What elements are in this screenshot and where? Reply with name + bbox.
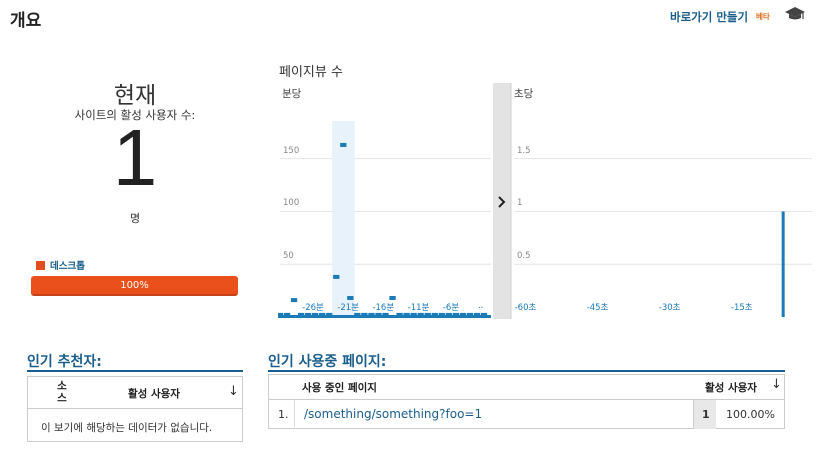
current-label: 현재 <box>113 83 157 109</box>
x-tick-label: -21분 <box>337 303 360 313</box>
x-tick-label: .. <box>477 301 484 311</box>
active-users-count: 1 <box>112 113 158 202</box>
chevron-right-icon[interactable] <box>497 193 507 208</box>
bar-marker[interactable] <box>326 312 333 317</box>
bar-marker[interactable] <box>354 312 361 317</box>
bar-marker[interactable] <box>304 312 312 317</box>
bar-marker[interactable] <box>403 312 410 317</box>
bar-marker[interactable] <box>361 312 368 317</box>
col-source[interactable]: 소스 <box>57 380 67 404</box>
referrers-table: 소스 활성 사용자 ↓ 이 보기에 해당하는 데이터가 없습니다. <box>27 376 243 442</box>
x-tick-label: -30초 <box>658 303 681 313</box>
page-link[interactable]: /something/something?foo=1 <box>304 407 483 421</box>
y-tick-label: 1 <box>517 198 523 209</box>
x-tick-label: -45초 <box>586 303 609 313</box>
device-legend[interactable]: 데스크톱 <box>36 258 85 272</box>
y-tick-label: 100 <box>283 198 300 209</box>
pages-rule <box>268 370 785 372</box>
per-minute-label: 분당 <box>282 88 302 100</box>
device-share-bar: 100% <box>31 276 238 296</box>
hover-highlight <box>332 121 355 317</box>
bar-marker[interactable] <box>389 296 396 300</box>
y-tick-label: 50 <box>283 251 294 262</box>
y-tick-label: 0.5 <box>517 251 531 262</box>
x-tick-label: -16분 <box>372 303 395 313</box>
bar-marker[interactable] <box>445 312 452 317</box>
x-tick-label: -6분 <box>442 303 460 313</box>
page-title: 개요 <box>10 11 42 31</box>
bar-marker[interactable] <box>340 142 347 147</box>
bar-marker[interactable] <box>431 312 438 317</box>
beta-badge: 베타 <box>756 12 770 21</box>
bar-marker[interactable] <box>410 312 417 317</box>
bar-marker[interactable] <box>368 312 375 317</box>
pages-title: 인기 사용중 페이지: <box>268 354 387 370</box>
pageviews-chart-svg <box>278 83 812 319</box>
referrers-title: 인기 추천자: <box>27 354 102 370</box>
bar-marker[interactable] <box>297 312 305 317</box>
bar-marker[interactable] <box>473 312 481 317</box>
x-tick-label: -15초 <box>730 303 753 313</box>
bar-marker[interactable] <box>375 312 382 317</box>
pages-table: 사용 중인 페이지 활성 사용자 ↓ 1. /something/somethi… <box>268 374 785 429</box>
bar-marker[interactable] <box>459 312 467 317</box>
bar-marker[interactable] <box>319 312 326 317</box>
col-page[interactable]: 사용 중인 페이지 <box>302 382 377 394</box>
bar-marker[interactable] <box>382 312 389 317</box>
pageviews-chart: 분당 초당 150 100 50 -26분 -21분 -16분 -11분 -6분.. 1.5 1 0… <box>278 83 817 319</box>
create-shortcut-link[interactable]: 바로가기 만들기 <box>670 10 749 24</box>
x-tick-label: -26분 <box>302 303 324 313</box>
col-active-users[interactable]: 활성 사용자 <box>128 388 180 400</box>
row-count: 1 <box>702 408 710 421</box>
arrow-down-icon[interactable]: ↓ <box>228 384 239 399</box>
row-rank: 1. <box>278 408 289 421</box>
bar-marker[interactable] <box>480 312 488 317</box>
x-tick-label: -60초 <box>514 303 537 313</box>
bar-marker[interactable] <box>333 274 340 279</box>
legend-label: 데스크톱 <box>50 261 85 272</box>
bar-marker[interactable] <box>312 312 319 317</box>
referrers-rule <box>27 370 243 372</box>
arrow-down-icon[interactable]: ↓ <box>771 377 782 392</box>
col-active-users[interactable]: 활성 사용자 <box>705 382 757 394</box>
bar-marker[interactable] <box>424 312 431 317</box>
bar[interactable] <box>781 211 785 317</box>
graduation-cap-icon[interactable] <box>784 6 806 26</box>
bar-marker[interactable] <box>347 296 354 300</box>
active-users-label: 사이트의 활성 사용자 수: <box>74 108 196 122</box>
bar-marker[interactable] <box>417 312 424 317</box>
per-second-label: 초당 <box>514 88 534 100</box>
bar-marker[interactable] <box>278 312 284 317</box>
bar-marker[interactable] <box>466 312 474 317</box>
active-users-unit: 명 <box>129 212 141 225</box>
bar-marker[interactable] <box>438 312 445 317</box>
empty-message: 이 보기에 해당하는 데이터가 없습니다. <box>41 422 213 434</box>
bar-marker[interactable] <box>290 298 298 303</box>
y-tick-label: 150 <box>283 145 300 156</box>
bar-marker[interactable] <box>452 312 459 317</box>
legend-swatch <box>36 260 45 270</box>
bar-marker[interactable] <box>283 312 291 317</box>
row-percent: 100.00% <box>726 408 775 421</box>
pageviews-title: 페이지뷰 수 <box>279 65 343 80</box>
bar-marker[interactable] <box>396 312 403 317</box>
x-tick-label: -11분 <box>407 303 430 313</box>
table-row[interactable]: 1. /something/something?foo=1 1 100.00% <box>269 400 784 429</box>
y-tick-label: 1.5 <box>517 145 531 156</box>
